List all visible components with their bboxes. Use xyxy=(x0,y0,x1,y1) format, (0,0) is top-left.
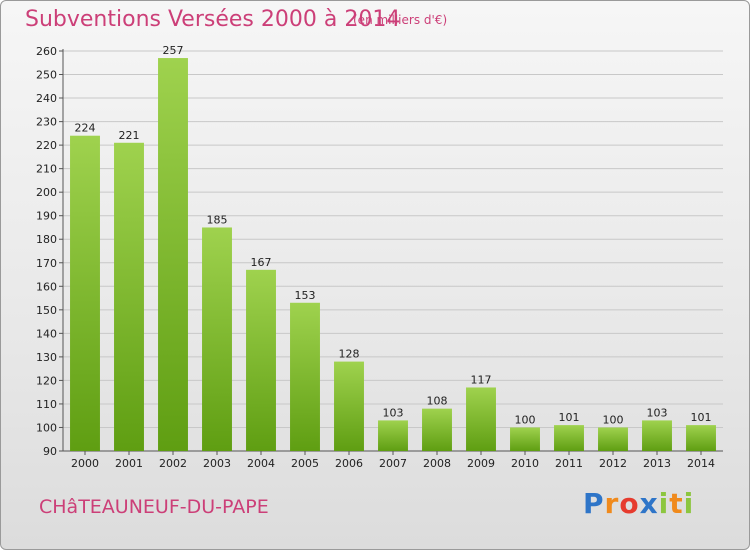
x-tick-label: 2009 xyxy=(467,457,495,470)
bar xyxy=(466,387,496,451)
chart-title: Subventions Versées 2000 à 2014 xyxy=(25,7,401,32)
bar xyxy=(378,420,408,451)
logo-letter: P xyxy=(583,487,605,520)
x-tick-label: 2004 xyxy=(247,457,275,470)
data-label: 100 xyxy=(603,413,624,426)
data-label: 117 xyxy=(471,373,492,386)
y-tick-label: 210 xyxy=(36,163,57,176)
x-tick-label: 2006 xyxy=(335,457,363,470)
proxiti-logo: Proxiti xyxy=(583,487,694,520)
y-tick-label: 130 xyxy=(36,351,57,364)
x-tick-label: 2013 xyxy=(643,457,671,470)
y-tick-label: 160 xyxy=(36,280,57,293)
data-label: 128 xyxy=(339,348,360,361)
y-tick-label: 110 xyxy=(36,398,57,411)
bar xyxy=(334,361,364,451)
logo-letter: x xyxy=(639,487,659,520)
data-label: 221 xyxy=(119,129,140,142)
x-tick-label: 2003 xyxy=(203,457,231,470)
bar xyxy=(642,420,672,451)
y-tick-label: 140 xyxy=(36,327,57,340)
x-tick-label: 2000 xyxy=(71,457,99,470)
data-label: 185 xyxy=(207,213,228,226)
bar xyxy=(246,269,276,451)
bar xyxy=(70,135,100,452)
bar xyxy=(158,58,188,451)
y-tick-label: 190 xyxy=(36,210,57,223)
x-tick-label: 2011 xyxy=(555,457,583,470)
bar xyxy=(510,427,540,451)
y-tick-label: 250 xyxy=(36,69,57,82)
y-tick-label: 220 xyxy=(36,139,57,152)
y-tick-label: 200 xyxy=(36,186,57,199)
y-tick-label: 170 xyxy=(36,257,57,270)
y-tick-label: 180 xyxy=(36,233,57,246)
data-label: 103 xyxy=(647,406,668,419)
data-label: 100 xyxy=(515,413,536,426)
data-label: 108 xyxy=(427,395,448,408)
y-tick-label: 240 xyxy=(36,92,57,105)
logo-letter: o xyxy=(619,487,640,520)
y-tick-label: 120 xyxy=(36,374,57,387)
data-label: 153 xyxy=(295,289,316,302)
y-tick-label: 260 xyxy=(36,45,57,58)
y-tick-label: 100 xyxy=(36,421,57,434)
y-tick-label: 230 xyxy=(36,116,57,129)
x-tick-label: 2005 xyxy=(291,457,319,470)
logo-letter: i xyxy=(683,487,695,520)
x-tick-label: 2010 xyxy=(511,457,539,470)
x-tick-label: 2002 xyxy=(159,457,187,470)
chart-subtitle: (en milliers d'€) xyxy=(353,13,448,27)
y-tick-label: 90 xyxy=(43,445,57,458)
x-tick-label: 2012 xyxy=(599,457,627,470)
x-tick-label: 2014 xyxy=(687,457,715,470)
data-label: 224 xyxy=(75,122,96,135)
data-label: 257 xyxy=(163,44,184,57)
data-label: 103 xyxy=(383,406,404,419)
bar xyxy=(114,142,144,451)
logo-letter: t xyxy=(669,487,684,520)
bar xyxy=(202,227,232,451)
logo-letter: i xyxy=(658,487,670,520)
commune-name: CHâTEAUNEUF-DU-PAPE xyxy=(39,496,269,518)
bar xyxy=(598,427,628,451)
x-tick-label: 2008 xyxy=(423,457,451,470)
x-tick-label: 2001 xyxy=(115,457,143,470)
data-label: 167 xyxy=(251,256,272,269)
bar xyxy=(290,302,320,451)
x-tick-label: 2007 xyxy=(379,457,407,470)
data-label: 101 xyxy=(691,411,712,424)
data-label: 101 xyxy=(559,411,580,424)
bar xyxy=(686,425,716,451)
bar xyxy=(554,425,584,451)
bar xyxy=(422,408,452,451)
y-tick-label: 150 xyxy=(36,304,57,317)
logo-letter: r xyxy=(604,487,620,520)
